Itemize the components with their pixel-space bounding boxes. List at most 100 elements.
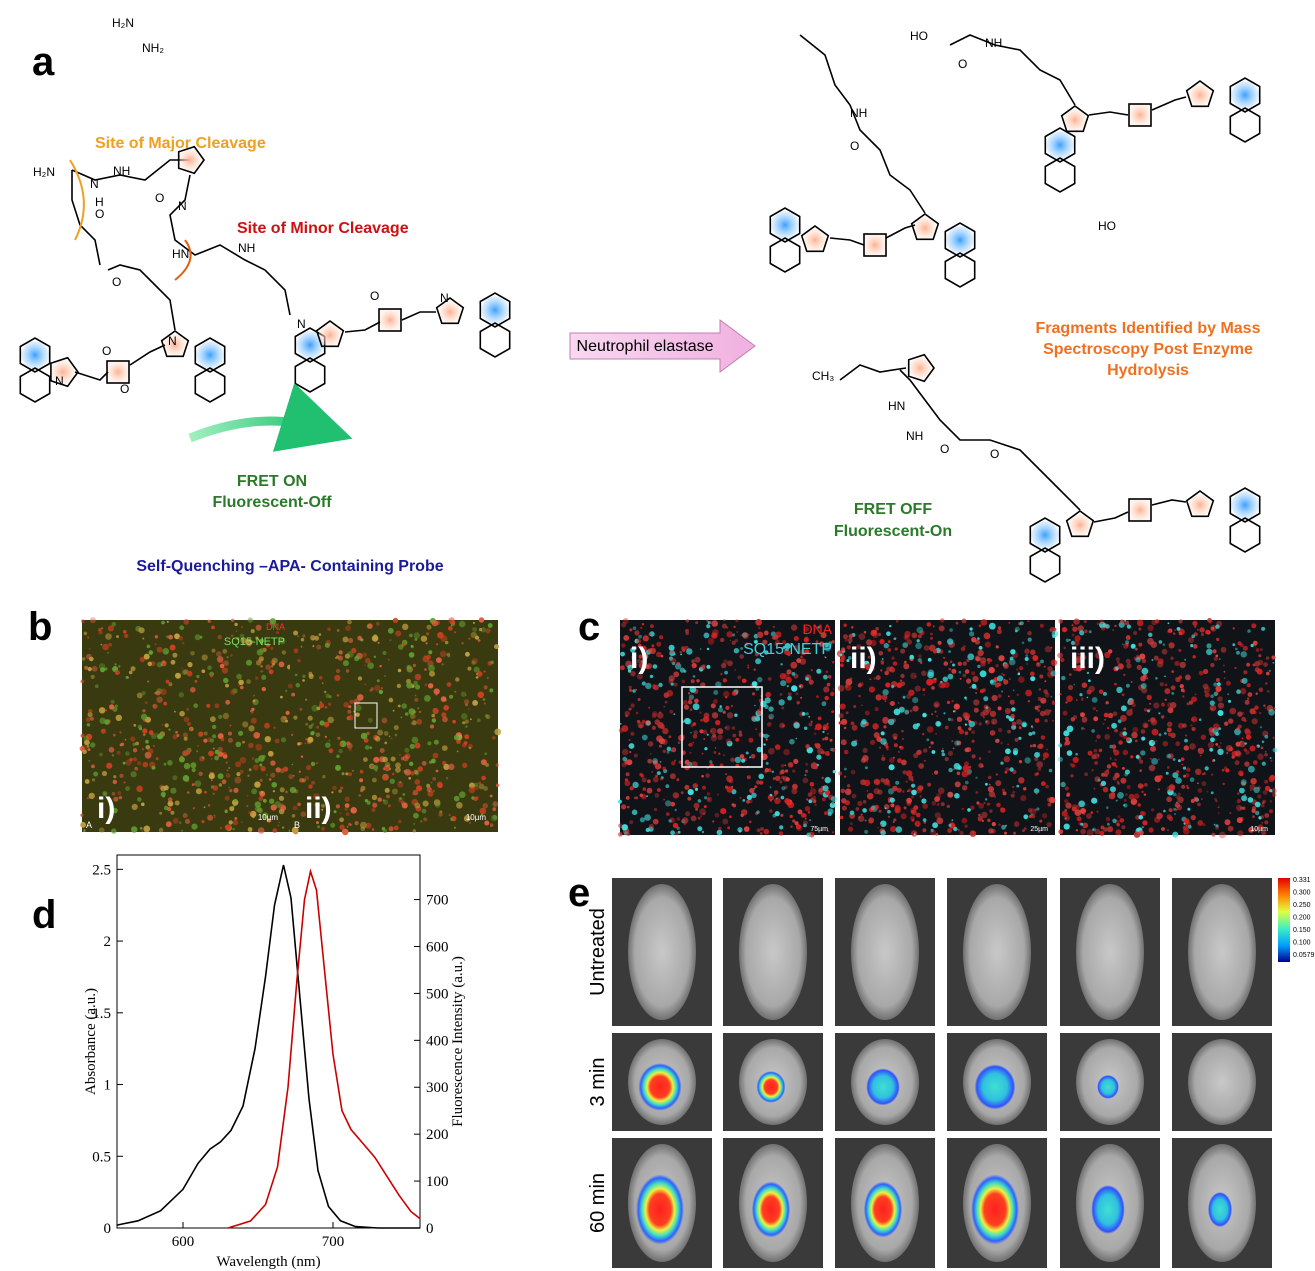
cell [254,801,261,808]
cell [1102,722,1105,725]
ring-glow [1046,131,1074,159]
cell [1008,621,1011,624]
cell [1260,746,1264,750]
cell [768,706,774,712]
cell [895,780,900,785]
cell [1151,728,1159,736]
cell [139,826,143,830]
cell [217,634,222,640]
ring [315,320,345,348]
cell [985,720,988,723]
cell [1166,753,1171,759]
cell [906,770,913,777]
cell [141,748,144,751]
cell [203,806,206,809]
cell [904,709,910,715]
cell [170,787,177,794]
cell [1112,762,1117,767]
cell [221,752,224,756]
bond [1093,511,1129,523]
cell [917,658,922,663]
cell [251,812,254,814]
cell [1016,784,1020,788]
cell [800,696,803,699]
atom-label: N [90,177,99,191]
row-label: 60 min [587,1173,609,1233]
cell [1239,688,1247,695]
y2-tick-label: 100 [426,1174,449,1190]
cell [201,820,205,824]
cell [756,810,760,814]
cell [191,823,198,830]
cell [392,617,399,624]
cell [387,658,390,661]
cell [1245,734,1252,740]
cell [1199,754,1202,757]
cell [648,823,655,830]
cell [234,776,242,784]
cell [324,642,330,648]
cell [860,663,867,669]
cell [1264,779,1268,784]
cell [743,826,750,832]
ring-glow [946,226,974,254]
cell [327,716,335,724]
cell [1269,800,1273,803]
cell [926,622,932,627]
cell [261,812,269,819]
cell [868,686,876,693]
cell [1178,649,1182,652]
cell [1243,670,1248,675]
cell [234,817,238,820]
cell [391,772,395,776]
panel-label: c [578,605,600,649]
cell [919,795,922,798]
cell [989,679,996,686]
bond [401,311,436,321]
cell [1257,659,1264,666]
cell [831,640,835,644]
cell [1150,719,1158,726]
cell [997,694,1002,698]
cell [875,675,881,681]
panel-label: b [28,605,52,649]
cell [746,799,750,804]
cell [1084,629,1088,634]
cell [1094,646,1097,649]
cell [865,663,872,671]
cell [311,704,319,712]
cell [144,701,148,704]
cell [651,770,654,773]
cell [1120,777,1127,784]
cell [80,821,86,828]
cell [393,725,399,731]
cell [239,769,244,774]
cell [911,632,918,639]
cell [884,700,887,702]
cell [395,767,401,773]
cell [402,793,406,796]
cell [638,724,643,729]
cell [1111,744,1117,749]
cell [895,826,903,833]
cell [684,717,691,725]
cell [1013,831,1016,835]
cell [909,709,913,713]
bond [829,237,865,246]
cell [725,705,730,710]
cell [824,811,828,815]
cell [130,771,137,778]
cell [907,788,912,793]
cell [726,712,734,719]
cell [947,791,954,798]
bond [899,369,1081,511]
cell [1064,817,1067,820]
cell [787,692,792,696]
cell [893,743,898,748]
cell [1165,771,1169,775]
cell [778,831,784,836]
cell [1187,807,1191,811]
cell [433,799,441,806]
cell [778,699,785,706]
cell [756,746,763,753]
